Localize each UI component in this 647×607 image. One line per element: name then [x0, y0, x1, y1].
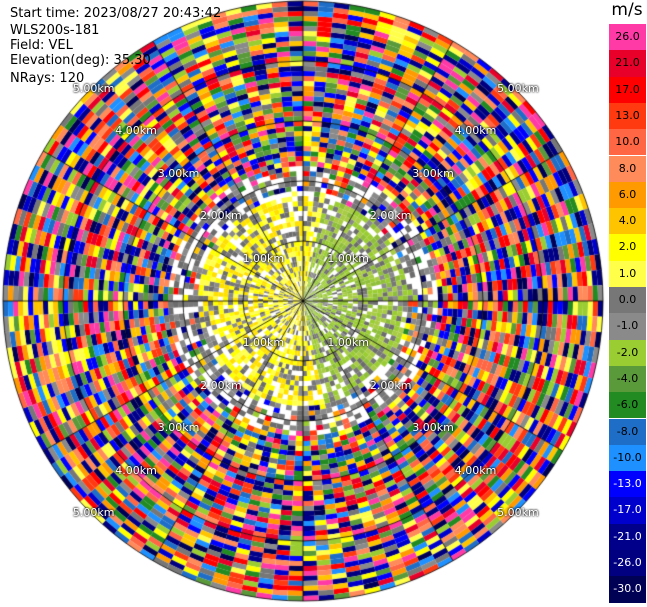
range-ring-label: 2.00km [369, 378, 412, 392]
range-ring-label: 1.00km [242, 336, 285, 350]
colorbar-level: -1.0 [609, 313, 646, 340]
colorbar-level: 2.0 [609, 234, 646, 261]
start-time-text: Start time: 2023/08/27 20:43:42 [10, 6, 222, 21]
colorbar-level: 13.0 [609, 102, 646, 130]
colorbar-level: -26.0 [609, 550, 646, 577]
range-ring-label: 2.00km [200, 209, 242, 223]
colorbar-level: -4.0 [609, 365, 646, 393]
nrays-text: NRays: 120 [10, 71, 85, 86]
colorbar-level: 8.0 [609, 155, 646, 182]
range-ring-label: 3.00km [412, 166, 454, 180]
range-ring-label: 3.00km [157, 166, 200, 180]
colorbar-level: 4.0 [609, 208, 646, 235]
range-ring-label: 2.00km [200, 378, 242, 392]
range-ring-label: 5.00km [497, 506, 539, 520]
elevation-text: Elevation(deg): 35.30 [10, 53, 151, 68]
colorbar-level: 10.0 [609, 129, 646, 156]
range-ring-label: 4.00km [454, 124, 497, 138]
range-ring-label: 4.00km [454, 463, 497, 477]
field-text: Field: VEL [10, 38, 73, 53]
colorbar-level: 21.0 [609, 50, 646, 77]
range-ring-label: 1.00km [327, 251, 369, 265]
colorbar-level: 17.0 [609, 76, 646, 103]
range-ring-label: 3.00km [157, 421, 200, 435]
range-ring-label: 2.00km [369, 209, 412, 223]
range-ring-label: 1.00km [242, 251, 285, 265]
colorbar-level: -8.0 [609, 418, 646, 445]
colorbar-level: 6.0 [609, 181, 646, 209]
range-ring-label: 4.00km [115, 463, 157, 477]
colorbar-level: -17.0 [609, 497, 646, 524]
colorbar-level: -21.0 [609, 523, 646, 550]
range-ring-label: 5.00km [72, 506, 115, 520]
range-ring-label: 5.00km [497, 81, 539, 95]
range-ring-label: 4.00km [115, 124, 157, 138]
range-ring-label: 5.00km [72, 81, 115, 95]
colorbar-level: -6.0 [609, 392, 646, 419]
range-ring-label: 3.00km [412, 421, 454, 435]
colorbar-level: -13.0 [609, 471, 646, 498]
range-ring-label: 1.00km [327, 336, 369, 350]
colorbar-level: 26.0 [609, 24, 646, 51]
colorbar-level: 1.0 [609, 260, 646, 287]
colorbar-level: 0.0 [609, 287, 646, 314]
colorbar-level: -10.0 [609, 444, 646, 472]
colorbar-level: -30.0 [609, 576, 646, 603]
colorbar-unit: m/s [611, 0, 643, 20]
colorbar-level: -2.0 [609, 339, 646, 366]
instrument-text: WLS200s-181 [10, 23, 100, 38]
